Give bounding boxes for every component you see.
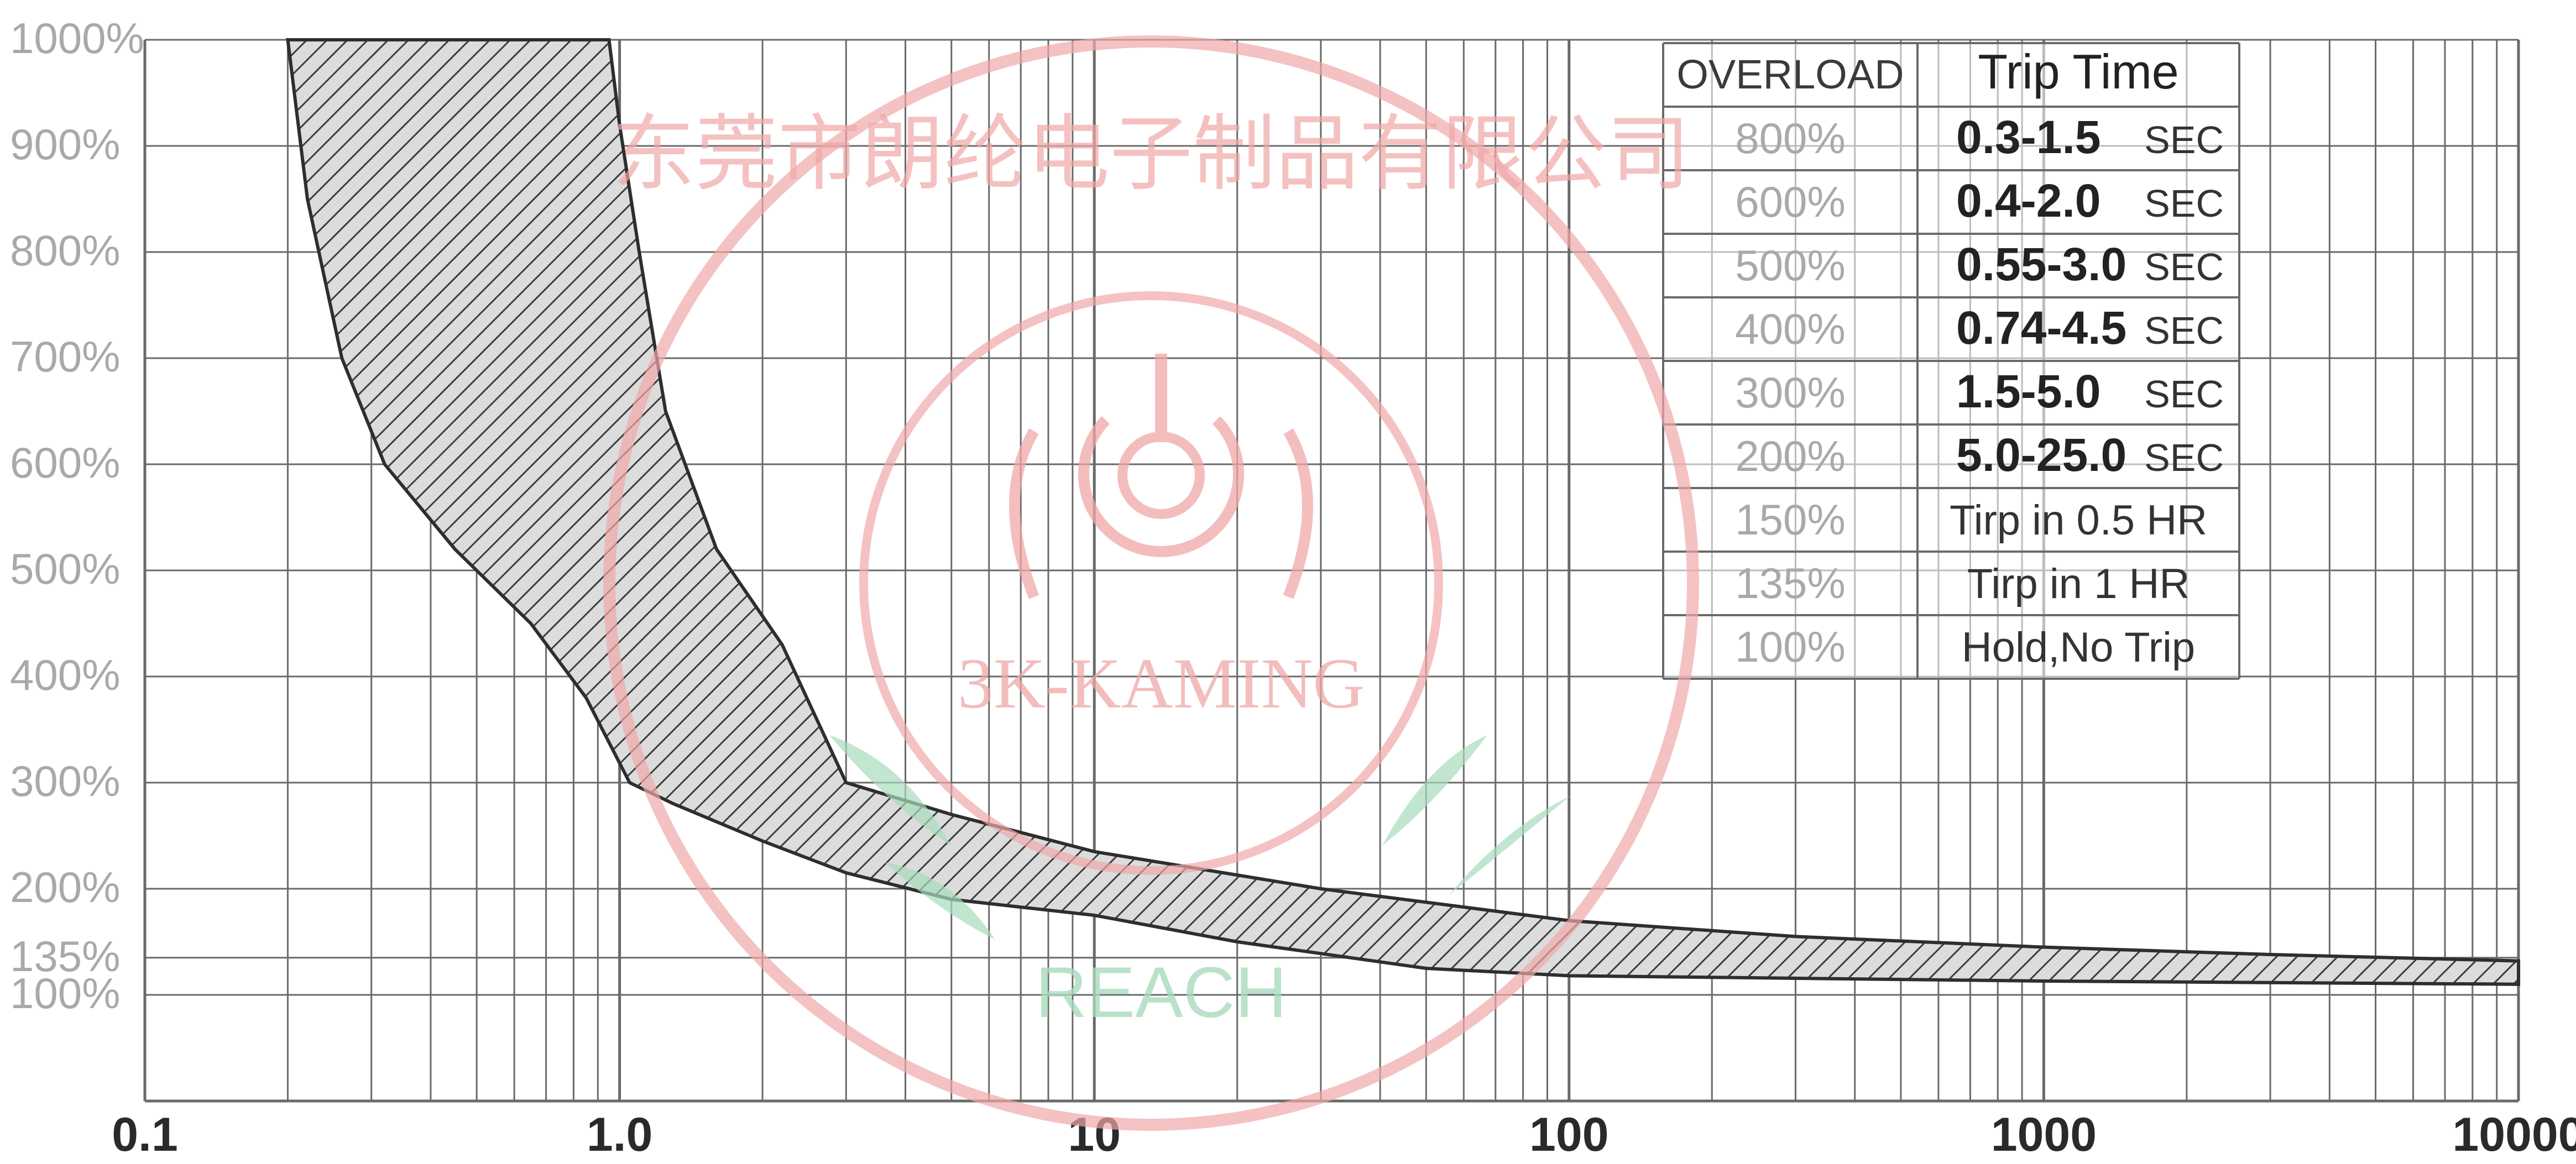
table-cell-overload: 300% (1735, 368, 1846, 417)
x-tick-label: 100 (1529, 1108, 1609, 1161)
table-cell-overload: 200% (1735, 432, 1846, 480)
table-cell-trip-time: Hold,No Trip (1962, 624, 2195, 671)
y-tick-label: 600% (10, 438, 121, 487)
table-cell-trip-time: 1.5-5.0 (1956, 365, 2101, 417)
table-cell-trip-time: 0.55-3.0 (1956, 238, 2126, 290)
y-axis-tick-labels: 1000% 900% 800% 700% 600% 500% 400% 300% 200% 135… (10, 14, 144, 1018)
x-tick-label: 1000 (1991, 1108, 2097, 1161)
y-tick-label: 300% (10, 757, 121, 805)
x-tick-label: 1.0 (587, 1108, 653, 1161)
watermark-cert: REACH (1035, 952, 1287, 1032)
y-tick-label: 200% (10, 863, 121, 911)
watermark-company-name: 东莞市朗纶电子制品有限公司 (612, 106, 1690, 202)
table-cell-overload: 600% (1735, 177, 1846, 226)
table-cell-trip-time: 5.0-25.0 (1956, 429, 2126, 481)
y-tick-label: 400% (10, 651, 121, 699)
table-cell-overload: 400% (1735, 305, 1846, 353)
y-tick-label: 800% (10, 226, 121, 275)
table-cell-unit: SEC (2144, 118, 2224, 161)
watermark-brand: 3K-KAMING (958, 644, 1365, 723)
power-logo-icon (1009, 354, 1313, 599)
trip-time-band (286, 38, 2520, 986)
y-tick-label: 100% (10, 969, 121, 1018)
table-cell-trip-time: Tirp in 1 HR (1967, 560, 2190, 607)
y-tick-label: 900% (10, 120, 121, 169)
x-tick-label: 10000 (2452, 1108, 2576, 1161)
x-tick-label: 0.1 (112, 1108, 178, 1161)
table-cell-overload: 800% (1735, 114, 1846, 162)
y-tick-label: 135% (10, 932, 121, 981)
table-header-overload: OVERLOAD (1676, 51, 1904, 97)
y-tick-label: 700% (10, 332, 121, 381)
table-cell-overload: 500% (1735, 241, 1846, 290)
table-cell-unit: SEC (2144, 309, 2224, 352)
table-cell-unit: SEC (2144, 436, 2224, 479)
table-cell-trip-time: 0.3-1.5 (1956, 111, 2101, 163)
table-header-trip-time: Trip Time (1978, 44, 2178, 99)
company-watermark: 3K-KAMING REACH 东莞市朗纶电子制品有限公司 (603, 35, 1699, 1131)
y-tick-label: 500% (10, 544, 121, 593)
table-cell-overload: 135% (1735, 559, 1846, 607)
table-cell-trip-time: Tirp in 0.5 HR (1950, 497, 2207, 544)
leaf-icon (829, 735, 1570, 940)
table-cell-unit: SEC (2144, 373, 2224, 416)
table-cell-trip-time: 0.4-2.0 (1956, 175, 2101, 227)
table-cell-overload: 150% (1735, 495, 1846, 544)
table-cell-trip-time: 0.74-4.5 (1956, 302, 2126, 354)
table-cell-overload: 100% (1735, 622, 1846, 671)
table-cell-unit: SEC (2144, 245, 2224, 289)
x-axis-tick-labels: 0.1 1.0 10 100 1000 10000 (112, 1108, 2576, 1161)
trip-time-table: OVERLOAD Trip Time 800% 0.3-1.5 SEC 600% 0.4-2… (1662, 42, 2240, 680)
y-tick-label: 1000% (10, 14, 144, 62)
table-cell-unit: SEC (2144, 182, 2224, 225)
